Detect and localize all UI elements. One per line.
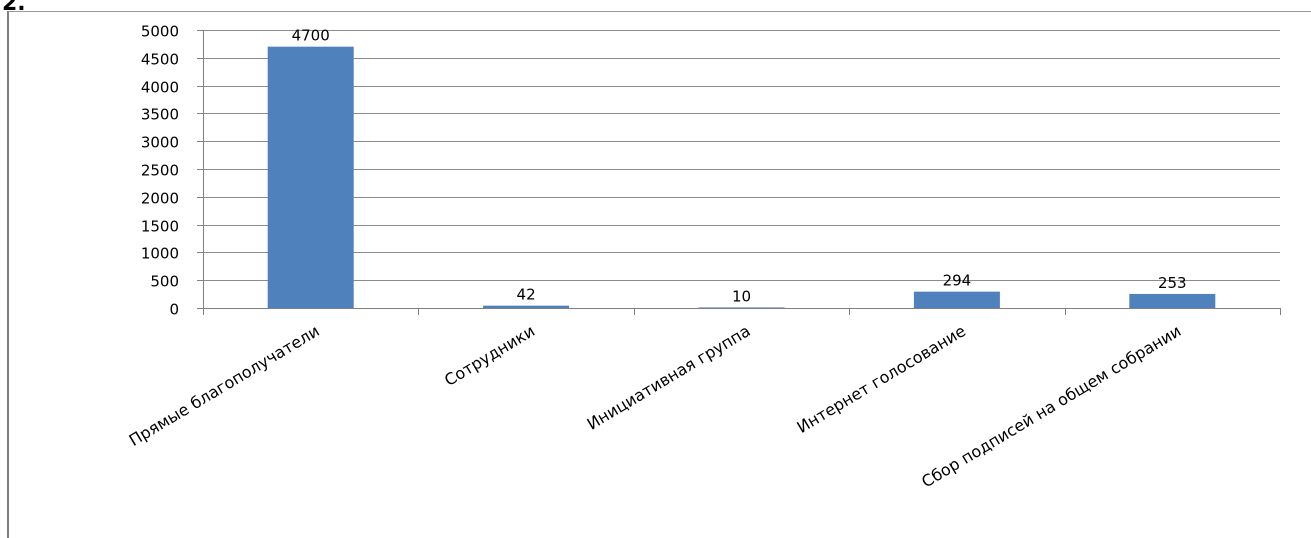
y-tick-label: 3500	[141, 106, 179, 124]
y-tick-label: 2000	[141, 190, 179, 208]
y-tick-label: 4500	[141, 51, 179, 69]
y-tick-label: 0	[169, 301, 179, 319]
bar	[1129, 293, 1216, 308]
y-tick-label: 3000	[141, 134, 179, 152]
bar	[913, 291, 1000, 308]
bar	[267, 46, 354, 309]
category-label: Прямые благополучатели	[126, 321, 323, 450]
category-label: Интернет голосование	[794, 321, 969, 437]
gridlines	[203, 30, 1280, 281]
bar	[483, 305, 570, 308]
data-label: 294	[943, 272, 972, 290]
chart-frame	[7, 11, 1311, 538]
bar	[698, 307, 785, 308]
category-label: Сбор подписей на общем собрании	[918, 321, 1184, 491]
y-tick-label: 1000	[141, 245, 179, 263]
y-tick-label: 2500	[141, 162, 179, 180]
data-label: 10	[732, 287, 751, 305]
category-label: Сотрудники	[441, 321, 538, 390]
data-label: 42	[517, 286, 536, 304]
data-label: 4700	[292, 27, 330, 45]
data-label: 253	[1158, 274, 1187, 292]
bars	[267, 46, 1216, 309]
y-tick-label: 500	[150, 273, 179, 291]
y-tick-label: 5000	[141, 23, 179, 41]
axes	[197, 30, 1281, 315]
y-tick-label: 4000	[141, 79, 179, 97]
y-tick-label: 1500	[141, 218, 179, 236]
category-label: Инициативная группа	[584, 321, 754, 434]
